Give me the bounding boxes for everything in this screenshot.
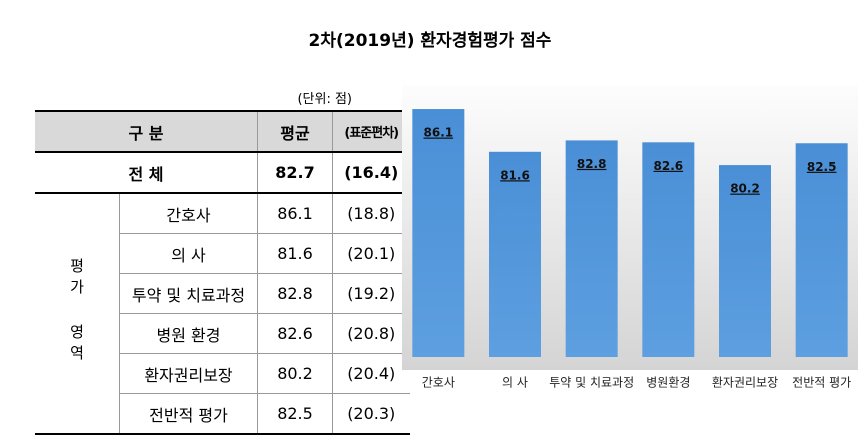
- header-cell: 평균: [257, 110, 333, 153]
- group-label: 평가 영역: [67, 257, 86, 366]
- row-sd: (19.2): [332, 273, 410, 314]
- table-row: 투약 및 치료과정 82.8 (19.2): [35, 273, 410, 314]
- table-row: 의 사 81.6 (20.1): [35, 233, 410, 274]
- row-sd: (20.3): [332, 393, 410, 435]
- x-tick-label: 병원환경: [646, 376, 690, 390]
- x-tick-label: 의 사: [502, 376, 528, 390]
- value-label: 81.6: [500, 168, 530, 182]
- plot-panel: [402, 85, 858, 370]
- table-row: 전반적 평가 82.5 (20.3): [35, 393, 410, 435]
- row-mean: 82.5: [257, 393, 333, 435]
- row-mean: 82.6: [257, 313, 333, 354]
- x-tick-label: 투약 및 치료과정: [549, 375, 634, 390]
- value-label: 82.8: [577, 157, 607, 171]
- header-row: 구 분 평균 (표준편차): [35, 110, 410, 153]
- row-sd: (20.4): [332, 353, 410, 394]
- row-sd: (20.1): [332, 233, 410, 274]
- table-row: 평가 영역 간호사 86.1 (18.8): [35, 193, 410, 435]
- row-label: 병원 환경: [119, 313, 258, 354]
- row-mean: 81.6: [257, 233, 333, 274]
- row-sd: (18.8): [332, 193, 410, 234]
- group-cell: 평가 영역: [35, 193, 120, 435]
- bar: [565, 140, 618, 357]
- bar: [489, 151, 541, 357]
- bar: [719, 165, 771, 357]
- row-mean: 82.8: [257, 273, 333, 314]
- bar: [412, 109, 465, 357]
- total-sd: (16.4): [332, 152, 410, 194]
- bar: [795, 143, 848, 357]
- page-title: 2차(2019년) 환자경험평가 점수: [308, 31, 552, 51]
- unit-note: (단위: 점): [297, 92, 352, 107]
- total-mean: 82.7: [257, 152, 333, 194]
- bar: [642, 142, 695, 357]
- score-table: 구 분 평균 (표준편차) 전 체 82.7 (16.4) 평가 영역 간호사 86…: [35, 110, 410, 435]
- value-label: 82.5: [807, 160, 837, 174]
- x-tick-label: 전반적 평가: [792, 376, 851, 390]
- header-cell: 구 분: [35, 110, 258, 153]
- row-mean: 86.1: [257, 193, 333, 234]
- row-sd: (20.8): [332, 313, 410, 354]
- row-mean: 80.2: [257, 353, 333, 394]
- total-label: 전 체: [35, 152, 258, 194]
- value-label: 86.1: [424, 126, 454, 140]
- x-tick-label: 환자권리보장: [712, 376, 778, 390]
- row-label: 의 사: [119, 233, 258, 274]
- row-label: 전반적 평가: [119, 393, 258, 435]
- chart: 간호사 86.1 의 사 81.6 투약 및 치료과정 82.8 병원환경 82.6 환자권리보…: [402, 85, 858, 390]
- row-label: 투약 및 치료과정: [119, 273, 258, 314]
- x-tick-label: 간호사: [422, 376, 455, 390]
- table-row: 병원 환경 82.6 (20.8): [35, 313, 410, 354]
- row-label: 환자권리보장: [119, 353, 258, 394]
- total-row: 전 체 82.7 (16.4): [35, 152, 410, 194]
- value-label: 82.6: [654, 159, 684, 173]
- header-cell: (표준편차): [332, 110, 410, 153]
- table-row: 환자권리보장 80.2 (20.4): [35, 353, 410, 394]
- value-label: 80.2: [730, 182, 760, 196]
- row-label: 간호사: [119, 193, 258, 234]
